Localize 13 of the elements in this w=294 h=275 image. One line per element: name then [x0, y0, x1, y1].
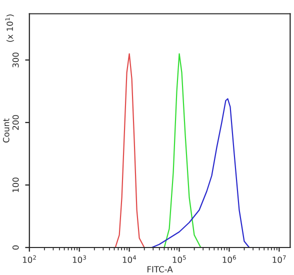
- y-tick-label: 100: [12, 178, 19, 192]
- y-axis-title: Count: [3, 118, 10, 143]
- x-tick-label: 10$^{7}$: [272, 255, 286, 263]
- y-tick-label: 200: [12, 115, 19, 130]
- x-axis-title: FITC-A: [148, 266, 173, 272]
- y-tick-label: 300: [12, 52, 19, 68]
- x-tick-label: 10$^{4}$: [122, 255, 136, 263]
- x-tick-label: 10$^{2}$: [22, 255, 36, 263]
- text: (x 10$^{1}$): [5, 14, 14, 42]
- x-tick-label: 10$^{5}$: [172, 255, 186, 263]
- x-tick-label: 10$^{6}$: [222, 255, 236, 263]
- x-tick-label: 10$^{3}$: [72, 255, 86, 263]
- y-tick-label: 0: [12, 245, 19, 250]
